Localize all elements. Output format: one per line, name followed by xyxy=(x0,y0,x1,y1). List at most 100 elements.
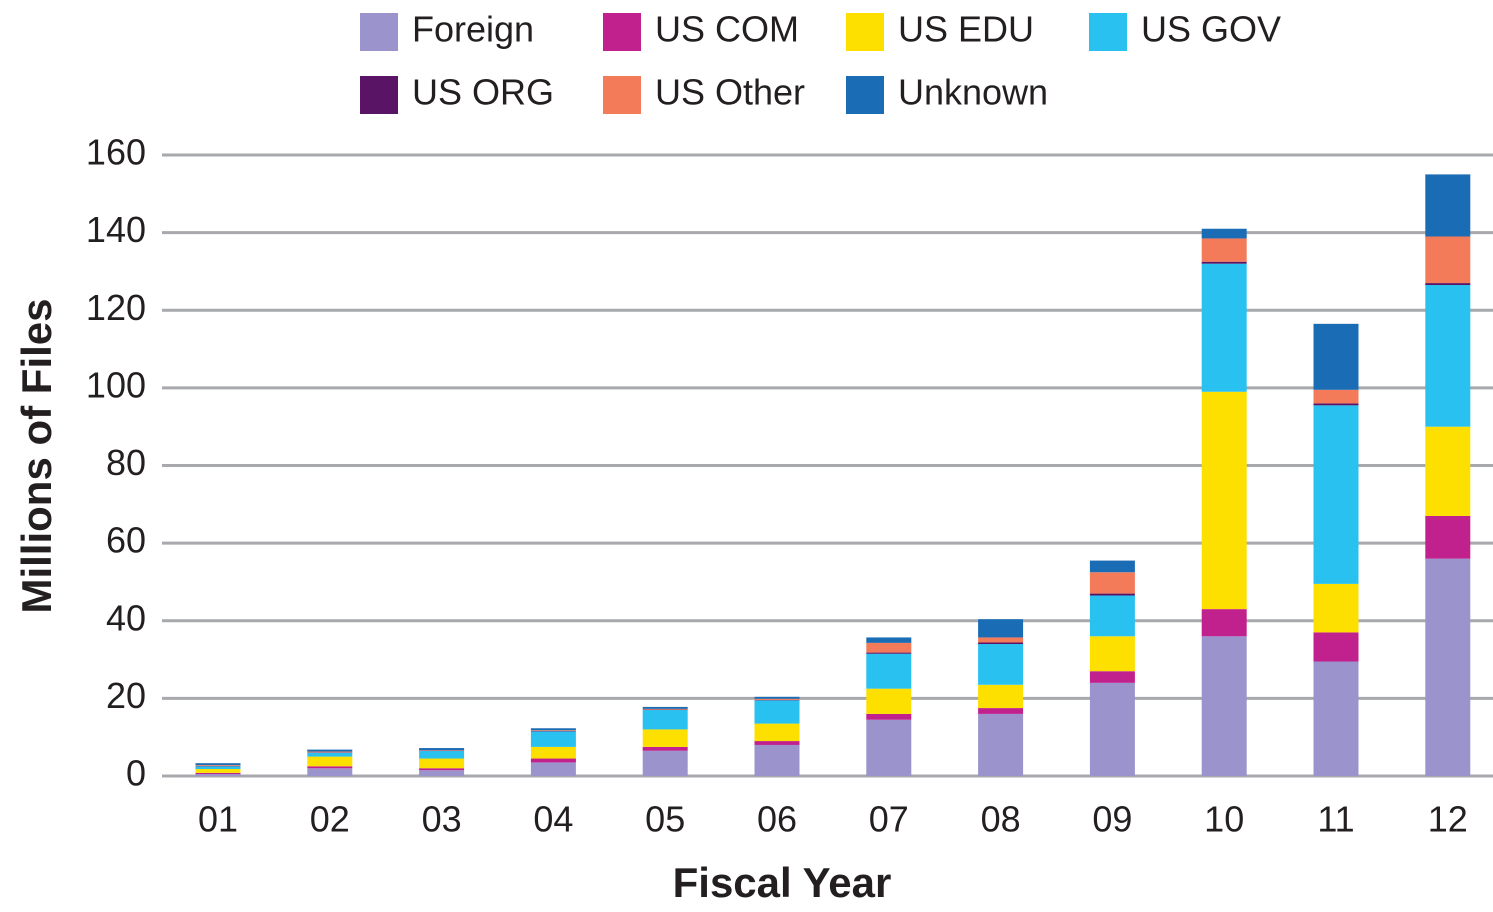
bar-segment xyxy=(419,750,465,759)
bar-segment xyxy=(1313,403,1359,406)
bar-segment xyxy=(1089,560,1135,573)
x-tick-label: 05 xyxy=(645,799,685,840)
x-tick-label: 08 xyxy=(981,799,1021,840)
bar-segment xyxy=(1089,671,1135,683)
bar-segment xyxy=(1201,609,1247,637)
bar-segment xyxy=(754,700,800,724)
bar-segment xyxy=(1089,572,1135,594)
bar-segment xyxy=(642,746,688,751)
x-tick-label: 11 xyxy=(1317,799,1354,840)
bar-segment xyxy=(419,770,465,776)
y-tick-label: 80 xyxy=(106,442,146,483)
y-tick-label: 160 xyxy=(86,132,146,173)
bar-segment xyxy=(1313,323,1359,390)
bar-segment xyxy=(419,768,465,771)
bar-segment xyxy=(978,713,1024,776)
bar-segment xyxy=(866,688,912,714)
bar-segment xyxy=(866,719,912,776)
bar-segment xyxy=(530,728,576,731)
bar-segment xyxy=(307,756,353,767)
y-tick-label: 40 xyxy=(106,597,146,638)
y-tick-label: 60 xyxy=(106,520,146,561)
legend-swatch xyxy=(603,76,641,114)
legend-label: Unknown xyxy=(898,72,1048,113)
bar-segment xyxy=(978,644,1024,685)
bar-segment xyxy=(195,774,241,776)
bar-segment xyxy=(866,653,912,689)
bar-segment xyxy=(530,758,576,763)
bar-segment xyxy=(195,772,241,775)
bar-segment xyxy=(978,642,1024,645)
x-tick-label: 06 xyxy=(757,799,797,840)
legend-label: Foreign xyxy=(412,9,534,50)
x-tick-label: 04 xyxy=(533,799,573,840)
y-tick-label: 100 xyxy=(86,364,146,405)
bar-segment xyxy=(642,750,688,776)
x-tick-label: 09 xyxy=(1092,799,1132,840)
bar-segment xyxy=(307,752,353,757)
x-tick-label: 02 xyxy=(310,799,350,840)
legend-label: US EDU xyxy=(898,9,1034,50)
legend-label: US Other xyxy=(655,72,805,113)
legend-swatch xyxy=(846,13,884,51)
bar-segment xyxy=(754,741,800,745)
bar-segment xyxy=(642,706,688,709)
bar-segment xyxy=(307,751,353,753)
bar-segment xyxy=(866,642,912,653)
bar-segment xyxy=(530,762,576,776)
bar-segment xyxy=(754,696,800,699)
bar-segment xyxy=(1201,263,1247,392)
bar-segment xyxy=(1089,593,1135,596)
bar-segment xyxy=(978,708,1024,714)
bar-segment xyxy=(195,763,241,766)
legend-label: US GOV xyxy=(1141,9,1281,50)
legend-swatch xyxy=(846,76,884,114)
y-tick-label: 20 xyxy=(106,675,146,716)
bar-segment xyxy=(978,637,1024,643)
bar-segment xyxy=(1313,583,1359,633)
bar-segment xyxy=(1201,238,1247,262)
bar-segment xyxy=(1425,515,1471,559)
legend-label: US ORG xyxy=(412,72,554,113)
legend-swatch xyxy=(603,13,641,51)
bar-segment xyxy=(642,729,688,747)
bar-segment xyxy=(1201,228,1247,239)
legend-swatch xyxy=(360,76,398,114)
legend-label: US COM xyxy=(655,9,799,50)
bar-segment xyxy=(1089,595,1135,637)
x-tick-label: 03 xyxy=(422,799,462,840)
bar-segment xyxy=(530,731,576,747)
bar-segment xyxy=(866,637,912,643)
bar-segment xyxy=(1313,389,1359,404)
bar-segment xyxy=(307,768,353,776)
bar-segment xyxy=(530,746,576,759)
bar-segment xyxy=(1089,636,1135,672)
bar-segment xyxy=(307,766,353,769)
bar-segment xyxy=(530,730,576,731)
bar-segment xyxy=(754,723,800,742)
bar-segment xyxy=(1425,426,1471,516)
bar-segment xyxy=(1201,391,1247,610)
legend-swatch xyxy=(1089,13,1127,51)
bar-segment xyxy=(1201,261,1247,264)
bar-segment xyxy=(642,708,688,710)
y-axis-title: Millions of Files xyxy=(13,298,60,613)
x-tick-label: 01 xyxy=(198,799,238,840)
bar-segment xyxy=(307,749,353,752)
bar-segment xyxy=(1425,558,1471,776)
x-axis-title: Fiscal Year xyxy=(673,859,892,906)
bar-segment xyxy=(754,698,800,700)
bar-segment xyxy=(195,766,241,770)
bar-segment xyxy=(195,769,241,773)
x-tick-label: 10 xyxy=(1204,799,1244,840)
x-tick-label: 07 xyxy=(869,799,909,840)
bar-segment xyxy=(419,758,465,769)
bar-segment xyxy=(195,765,241,766)
x-tick-label: 12 xyxy=(1428,799,1468,840)
y-tick-label: 120 xyxy=(86,287,146,328)
y-tick-label: 0 xyxy=(126,753,146,794)
bar-segment xyxy=(1201,636,1247,776)
y-tick-label: 140 xyxy=(86,209,146,250)
bar-segment xyxy=(1313,661,1359,776)
